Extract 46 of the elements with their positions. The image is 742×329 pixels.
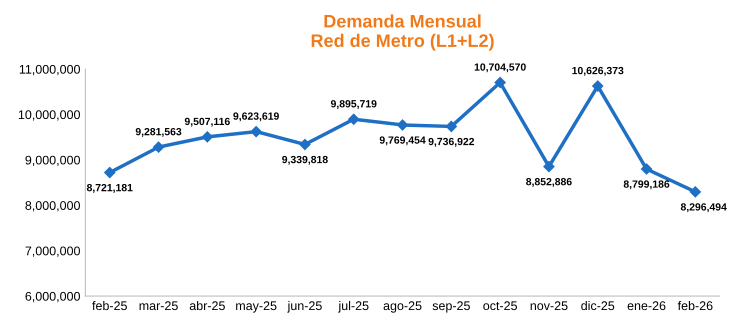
x-tick-label: ago-25 — [384, 301, 422, 313]
y-tick-label: 6,000,000 — [26, 292, 80, 302]
text: 8,799,186 — [624, 180, 670, 190]
x-tick-label: sep-25 — [432, 301, 470, 313]
point — [104, 166, 116, 178]
x-tick-label: mar-25 — [140, 301, 178, 310]
chart-title: Demanda Mensual Red de Metro (L1+L2) — [312, 14, 494, 51]
text: 9,281,563 — [136, 128, 182, 137]
text: 8,852,886 — [526, 178, 572, 187]
point — [250, 126, 262, 138]
y-tick-label: 7,000,000 — [26, 246, 80, 257]
x-tick-label: nov-25 — [530, 301, 568, 310]
point — [543, 160, 555, 172]
point — [299, 138, 311, 150]
x-tick-label: feb-26 — [678, 300, 713, 310]
x-tick-label: jul-25 — [338, 300, 368, 313]
x-tick-label: dic-25 — [581, 300, 614, 310]
text: 8,721,181 — [86, 184, 133, 193]
y-tick-label: 8,000,000 — [25, 201, 80, 212]
text: 8,296,494 — [680, 203, 727, 212]
x-tick-label: jun-25 — [287, 300, 322, 313]
point — [446, 120, 457, 132]
point — [640, 163, 652, 175]
y-tick-label: 9,000,000 — [25, 156, 80, 166]
text: 9,339,818 — [282, 156, 328, 165]
x-tick-label: ene-26 — [628, 301, 666, 310]
x-tick-label: may-25 — [236, 301, 276, 313]
point — [592, 80, 604, 92]
text: 10,704,570 — [474, 63, 526, 72]
text: 9,507,116 — [184, 118, 230, 127]
text: 9,623,619 — [233, 112, 279, 122]
point — [690, 186, 701, 198]
text: 10,626,373 — [572, 66, 624, 76]
point — [152, 142, 164, 153]
point — [494, 76, 506, 88]
point — [396, 119, 408, 131]
x-tick-label: oct-25 — [483, 301, 517, 310]
text: 9,769,454 — [380, 136, 426, 146]
x-tick-label: abr-25 — [190, 300, 225, 310]
text: 9,736,922 — [428, 138, 474, 147]
y-tick-label: 11,000,000 — [20, 64, 80, 76]
y-tick-label: 10,000,000 — [18, 110, 80, 121]
x-tick-label: feb-25 — [92, 300, 127, 310]
text: 9,895,719 — [330, 100, 377, 109]
point — [202, 131, 213, 142]
point — [348, 114, 360, 125]
